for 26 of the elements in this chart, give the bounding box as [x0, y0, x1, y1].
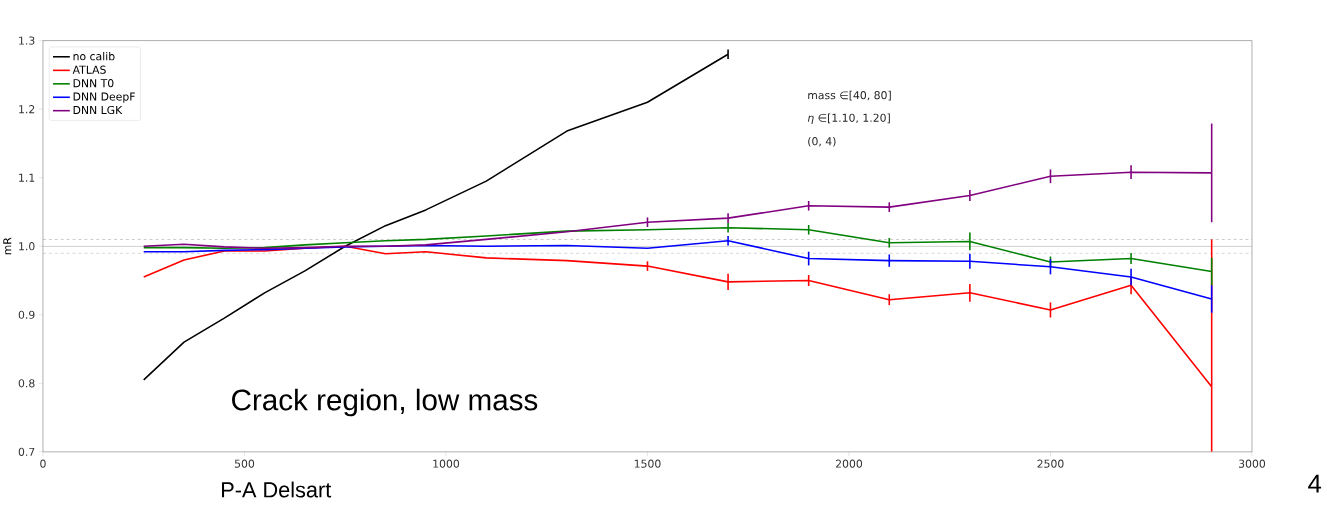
y-tick-label: 1.2 — [19, 104, 35, 113]
y-axis-title: mR — [3, 237, 12, 255]
legend-label: ATLAS — [72, 65, 106, 74]
text: P-A Delsart — [222, 481, 332, 498]
y-tick-label: 0.9 — [18, 310, 35, 319]
annotation: (0, 4) — [808, 136, 836, 147]
annotation: mass ∈[40, 80] — [808, 90, 891, 101]
x-tick-label: 1000 — [433, 459, 460, 468]
x-tick-label: 2000 — [835, 459, 863, 468]
x-tick-label: 500 — [234, 459, 255, 468]
x-tick-label: 2500 — [1037, 459, 1064, 468]
y-tick-label: 0.8 — [18, 379, 35, 388]
legend-label: DNN DeepF — [73, 92, 135, 103]
annotation: η ∈[1.10, 1.20] — [807, 113, 890, 124]
legend-label: DNN LGK — [73, 105, 123, 114]
x-tick-label: 1500 — [634, 459, 661, 468]
y-tick-label: 1.1 — [19, 173, 35, 182]
y-tick-label: 0.7 — [18, 447, 35, 456]
x-tick-label: 3000 — [1238, 459, 1266, 468]
annotation: Crack region, low mass — [232, 388, 538, 417]
y-tick-label: 1.0 — [19, 241, 35, 251]
legend-label: no calib — [73, 51, 115, 61]
legend-label: DNN T0 — [73, 78, 114, 88]
x-tick-label: 0 — [40, 459, 46, 468]
y-tick-label: 1.3 — [19, 36, 35, 45]
text: 4 — [1308, 474, 1322, 493]
